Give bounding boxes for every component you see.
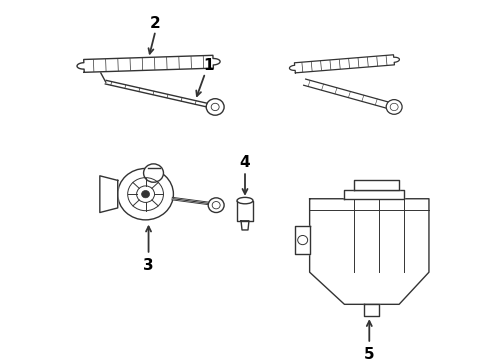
Polygon shape xyxy=(77,55,220,72)
Polygon shape xyxy=(105,80,216,109)
Polygon shape xyxy=(290,55,399,73)
Circle shape xyxy=(144,164,164,182)
Polygon shape xyxy=(354,180,399,190)
Circle shape xyxy=(142,190,149,198)
Text: 4: 4 xyxy=(240,154,250,170)
Polygon shape xyxy=(294,226,310,254)
Polygon shape xyxy=(344,190,404,199)
Polygon shape xyxy=(310,199,429,304)
Text: 5: 5 xyxy=(364,347,374,360)
Polygon shape xyxy=(241,221,249,230)
Text: 2: 2 xyxy=(150,16,161,31)
Circle shape xyxy=(206,99,224,115)
Polygon shape xyxy=(304,79,395,110)
Polygon shape xyxy=(100,176,118,212)
Circle shape xyxy=(298,235,308,245)
Circle shape xyxy=(208,198,224,212)
Circle shape xyxy=(386,100,402,114)
Text: 3: 3 xyxy=(143,258,154,273)
Ellipse shape xyxy=(237,197,253,204)
Polygon shape xyxy=(237,201,253,221)
Circle shape xyxy=(118,168,173,220)
Text: 1: 1 xyxy=(203,58,214,73)
Polygon shape xyxy=(365,304,379,316)
